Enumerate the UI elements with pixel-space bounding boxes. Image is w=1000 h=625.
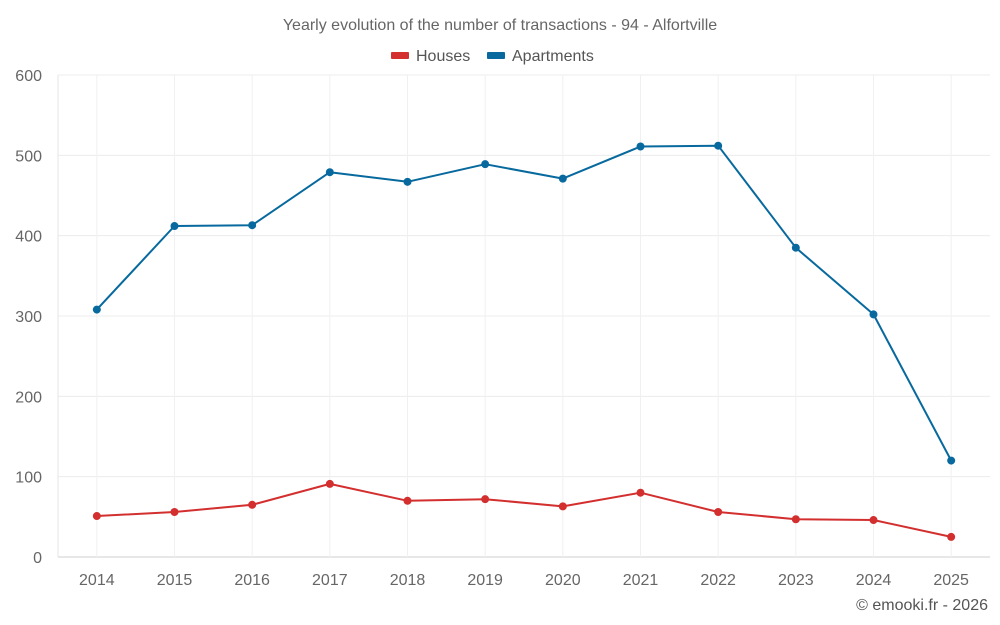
legend-label-houses: Houses <box>416 48 470 65</box>
y-tick-label: 300 <box>15 309 42 326</box>
x-tick-label: 2017 <box>312 572 348 589</box>
x-tick-label: 2020 <box>545 572 581 589</box>
data-point-apartments[interactable] <box>791 243 800 252</box>
x-tick-label: 2016 <box>234 572 270 589</box>
legend-swatch-apartments <box>487 52 505 59</box>
axes: 0 100 200 300 400 500 600 2014 2015 2016 2017 2018 2… <box>15 68 969 589</box>
data-point-houses[interactable] <box>248 500 257 509</box>
copyright: © emooki.fr - 2026 <box>856 597 988 614</box>
legend: Houses Apartments <box>391 48 594 65</box>
legend-item-houses[interactable]: Houses <box>391 48 470 65</box>
data-point-houses[interactable] <box>636 488 645 497</box>
chart-title: Yearly evolution of the number of transa… <box>283 17 717 34</box>
x-tick-label: 2023 <box>778 572 814 589</box>
legend-label-apartments: Apartments <box>512 48 594 65</box>
data-point-apartments[interactable] <box>947 456 956 465</box>
data-point-apartments[interactable] <box>714 141 723 150</box>
x-tick-label: 2015 <box>157 572 193 589</box>
data-point-apartments[interactable] <box>869 310 878 319</box>
data-point-houses[interactable] <box>791 515 800 524</box>
x-tick-label: 2022 <box>700 572 736 589</box>
data-point-apartments[interactable] <box>170 222 179 231</box>
data-point-apartments[interactable] <box>248 221 257 230</box>
data-point-houses[interactable] <box>558 502 567 511</box>
data-point-apartments[interactable] <box>92 305 101 314</box>
data-point-houses[interactable] <box>170 508 179 517</box>
data-point-houses[interactable] <box>403 496 412 505</box>
y-tick-label: 500 <box>15 148 42 165</box>
series-line-apartments <box>96 144 953 462</box>
data-point-apartments[interactable] <box>403 177 412 186</box>
x-tick-label: 2025 <box>933 572 969 589</box>
y-tick-label: 100 <box>15 470 42 487</box>
data-point-houses[interactable] <box>325 479 334 488</box>
data-point-apartments[interactable] <box>558 174 567 183</box>
y-tick-label: 400 <box>15 229 42 246</box>
data-point-houses[interactable] <box>714 508 723 517</box>
data-point-houses[interactable] <box>869 516 878 525</box>
data-point-apartments[interactable] <box>636 142 645 151</box>
y-tick-label: 200 <box>15 389 42 406</box>
data-point-houses[interactable] <box>947 532 956 541</box>
x-tick-label: 2024 <box>856 572 892 589</box>
legend-item-apartments[interactable]: Apartments <box>487 48 594 65</box>
data-point-houses[interactable] <box>481 495 490 504</box>
y-tick-label: 600 <box>15 68 42 85</box>
x-tick-label: 2018 <box>390 572 426 589</box>
y-tick-label: 0 <box>33 550 42 567</box>
grid <box>57 74 990 558</box>
series-layer <box>92 141 956 541</box>
data-point-houses[interactable] <box>92 512 101 521</box>
series-line-houses <box>96 482 952 538</box>
legend-swatch-houses <box>391 52 409 59</box>
data-point-apartments[interactable] <box>325 168 334 177</box>
data-point-apartments[interactable] <box>481 160 490 169</box>
x-tick-label: 2014 <box>79 572 115 589</box>
x-tick-label: 2019 <box>467 572 503 589</box>
x-tick-label: 2021 <box>623 572 659 589</box>
